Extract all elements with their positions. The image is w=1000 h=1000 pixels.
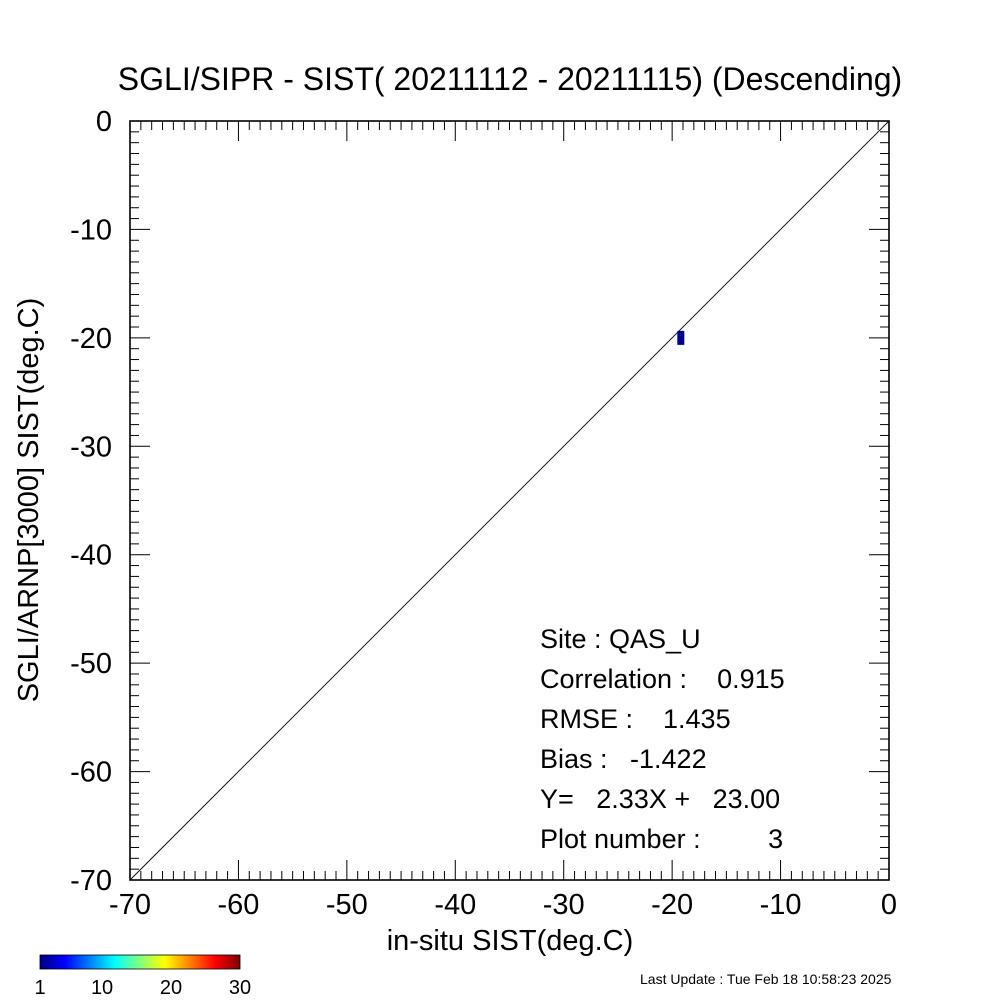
stat-correlation: Correlation : 0.915: [540, 664, 785, 694]
colorbar: 1 10 20 30: [34, 954, 251, 999]
data-points: [677, 330, 685, 345]
y-axis-label: SGLI/ARNP[3000] SIST(deg.C): [13, 298, 45, 703]
y-tick-label: -50: [70, 648, 112, 680]
colorbar-tick-labels: 1 10 20 30: [34, 977, 251, 999]
x-tick-label: -20: [651, 889, 693, 921]
y-tick-label: -70: [70, 865, 112, 897]
stat-bias: Bias : -1.422: [540, 744, 707, 774]
x-tick-label: -60: [217, 889, 259, 921]
data-point: [677, 330, 685, 345]
x-tick-label: -30: [543, 889, 585, 921]
y-tick-label: -60: [70, 757, 112, 789]
stat-fit: Y= 2.33X + 23.00: [540, 784, 780, 814]
stat-site: Site : QAS_U: [540, 624, 701, 654]
x-tick-label: -50: [326, 889, 368, 921]
y-tick-label: -10: [70, 214, 112, 246]
colorbar-tick-label: 10: [91, 977, 113, 999]
colorbar-tick-label: 30: [229, 977, 251, 999]
y-tick-label: 0: [96, 106, 112, 138]
x-tick-label: -70: [109, 889, 151, 921]
chart-title: SGLI/SIPR - SIST( 20211112 - 20211115) (…: [118, 61, 902, 97]
y-tick-label: -20: [70, 323, 112, 355]
stat-plot-number: Plot number : 3: [540, 824, 783, 854]
y-tick-labels: 0 -10 -20 -30 -40 -50 -60 -70: [70, 106, 112, 897]
last-update-text: Last Update : Tue Feb 18 10:58:23 2025: [640, 971, 892, 987]
axis-ticks: [129, 120, 890, 881]
colorbar-tick-label: 20: [160, 977, 182, 999]
y-tick-label: -30: [70, 431, 112, 463]
stats-annotations: Site : QAS_U Correlation : 0.915 RMSE : …: [540, 624, 785, 854]
x-tick-label: 0: [881, 889, 897, 921]
x-tick-label: -40: [434, 889, 476, 921]
colorbar-gradient: [39, 954, 241, 970]
x-tick-labels: -70 -60 -50 -40 -30 -20 -10 0: [109, 889, 897, 921]
colorbar-tick-label: 1: [34, 977, 45, 999]
x-tick-label: -10: [760, 889, 802, 921]
one-to-one-line: [129, 120, 890, 881]
x-axis-label: in-situ SIST(deg.C): [387, 925, 634, 957]
stat-rmse: RMSE : 1.435: [540, 704, 731, 734]
y-tick-label: -40: [70, 540, 112, 572]
